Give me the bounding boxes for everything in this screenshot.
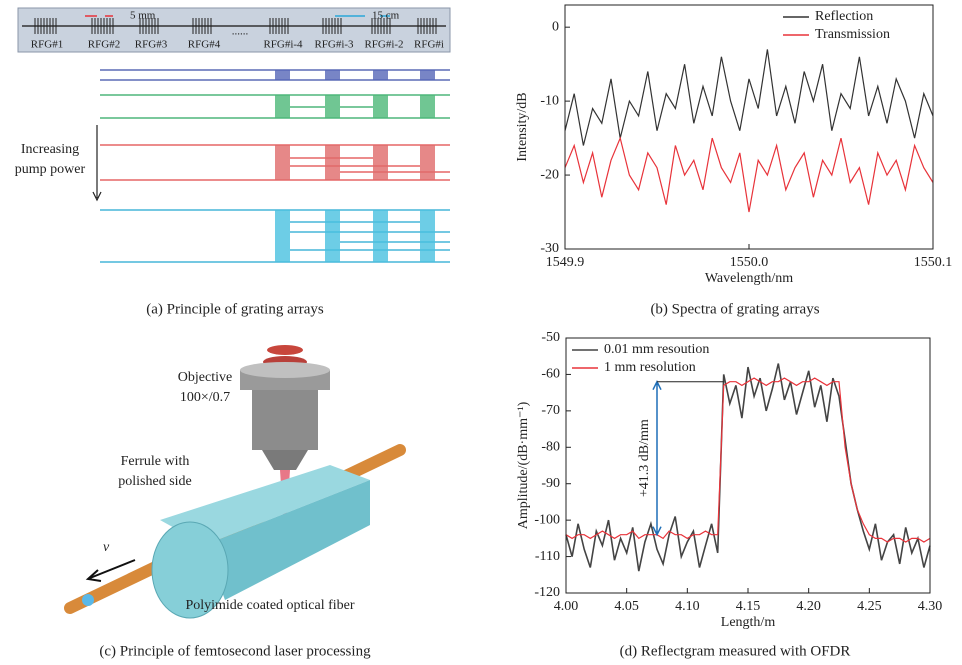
ferrule-top bbox=[160, 465, 370, 545]
grating-ticks bbox=[34, 18, 437, 34]
y-tick-label: -110 bbox=[535, 549, 560, 564]
ferrule-side bbox=[205, 480, 370, 600]
x-tick-label: 4.00 bbox=[554, 599, 579, 614]
grating bbox=[325, 70, 340, 80]
y-tick-label: -90 bbox=[541, 476, 560, 491]
grating bbox=[373, 145, 388, 180]
y-tick-label: -80 bbox=[541, 440, 560, 455]
y-tick-label: -120 bbox=[534, 585, 560, 600]
pump-label: Increasing bbox=[21, 142, 79, 157]
objective-cap bbox=[240, 362, 330, 378]
x-tick-label: 4.30 bbox=[918, 599, 943, 614]
legend-label: 1 mm resolution bbox=[604, 360, 696, 375]
annotation-arrow bbox=[652, 380, 662, 537]
fiber-end bbox=[82, 594, 94, 606]
y-tick-label: -10 bbox=[540, 93, 559, 108]
velocity-label: v bbox=[103, 540, 110, 555]
y-axis-label: Intensity/dB bbox=[515, 92, 530, 161]
y-tick-label: -100 bbox=[534, 512, 560, 527]
caption: (c) Principle of femtosecond laser proce… bbox=[99, 643, 371, 659]
velocity-arrow bbox=[85, 559, 136, 582]
grating bbox=[325, 145, 340, 180]
scale-label: 15 cm bbox=[372, 10, 400, 22]
ferrule-label: Ferrule with bbox=[121, 454, 190, 469]
annotation: +41.3 dB/mm bbox=[637, 419, 652, 497]
caption: (b) Spectra of grating arrays bbox=[650, 301, 819, 317]
y-tick-label: -30 bbox=[540, 241, 559, 256]
grating bbox=[373, 70, 388, 80]
x-tick-label: 1550.1 bbox=[914, 255, 953, 270]
x-tick-label: 4.05 bbox=[614, 599, 639, 614]
grating bbox=[275, 145, 290, 180]
x-axis-label: Length/m bbox=[721, 615, 776, 630]
grating bbox=[420, 70, 435, 80]
y-tick-label: -50 bbox=[541, 330, 560, 345]
grating bbox=[275, 70, 290, 80]
cyan-row bbox=[100, 209, 450, 263]
laser-diagram: Objective 100×/0.7 Ferrule with polished… bbox=[64, 345, 406, 619]
ellipsis: ...... bbox=[232, 26, 249, 38]
x-tick-label: 4.20 bbox=[796, 599, 821, 614]
x-tick-label: 1550.0 bbox=[730, 255, 769, 270]
fiber-label: Polyimide coated optical fiber bbox=[185, 598, 354, 613]
legend-label: Transmission bbox=[815, 27, 890, 42]
grating bbox=[275, 95, 290, 118]
grating-label: RFG#i-2 bbox=[364, 39, 403, 51]
pump-arrow bbox=[92, 125, 102, 202]
grating bbox=[275, 210, 290, 262]
red-row bbox=[100, 144, 450, 181]
caption: (d) Reflectgram measured with OFDR bbox=[620, 643, 851, 659]
grating bbox=[373, 210, 388, 262]
pump-label: pump power bbox=[15, 162, 86, 177]
y-tick-label: 0 bbox=[552, 19, 559, 34]
grating bbox=[420, 210, 435, 262]
legend-label: Reflection bbox=[815, 9, 873, 24]
beam-disc bbox=[267, 345, 303, 355]
grating-diagram: 5 mm 15 cm RFG#1 RFG#2 RFG#3 RFG#4 .....… bbox=[15, 7, 451, 263]
ferrule-label: polished side bbox=[118, 474, 192, 489]
plot-frame bbox=[565, 337, 931, 594]
grating bbox=[420, 95, 435, 118]
grating-label: RFG#3 bbox=[135, 39, 168, 51]
grating bbox=[373, 95, 388, 118]
y-tick-label: -70 bbox=[541, 403, 560, 418]
objective-tip bbox=[262, 450, 308, 470]
grating bbox=[325, 95, 340, 118]
scale-label: 5 mm bbox=[130, 10, 156, 22]
grating-label: RFG#i-4 bbox=[263, 39, 303, 51]
grating bbox=[325, 210, 340, 262]
objective-body bbox=[252, 390, 318, 450]
blue-row bbox=[100, 69, 450, 81]
grating-label: RFG#4 bbox=[188, 39, 221, 51]
legend-label: 0.01 mm resoution bbox=[604, 342, 709, 357]
x-tick-label: 4.25 bbox=[857, 599, 882, 614]
series-line bbox=[564, 136, 934, 213]
grating-label: RFG#i bbox=[414, 39, 444, 51]
ferrule-end bbox=[151, 521, 229, 619]
y-tick-label: -60 bbox=[541, 367, 560, 382]
grating-label: RFG#i-3 bbox=[314, 39, 354, 51]
x-tick-label: 4.15 bbox=[736, 599, 761, 614]
grating-label: RFG#1 bbox=[31, 39, 63, 51]
green-row bbox=[100, 94, 450, 119]
y-tick-label: -20 bbox=[540, 167, 559, 182]
x-tick-label: 1549.9 bbox=[546, 255, 585, 270]
caption: (a) Principle of grating arrays bbox=[146, 301, 324, 317]
x-tick-label: 4.10 bbox=[675, 599, 700, 614]
x-axis-label: Wavelength/nm bbox=[705, 271, 793, 286]
series-line bbox=[564, 49, 934, 146]
grating bbox=[420, 145, 435, 180]
objective-label: Objective bbox=[178, 370, 232, 385]
y-axis-label: Amplitude/(dB·mm⁻¹) bbox=[516, 401, 531, 529]
grating-label: RFG#2 bbox=[88, 39, 120, 51]
objective-label: 100×/0.7 bbox=[180, 390, 230, 405]
series-line bbox=[565, 363, 931, 572]
series-line bbox=[565, 377, 931, 543]
